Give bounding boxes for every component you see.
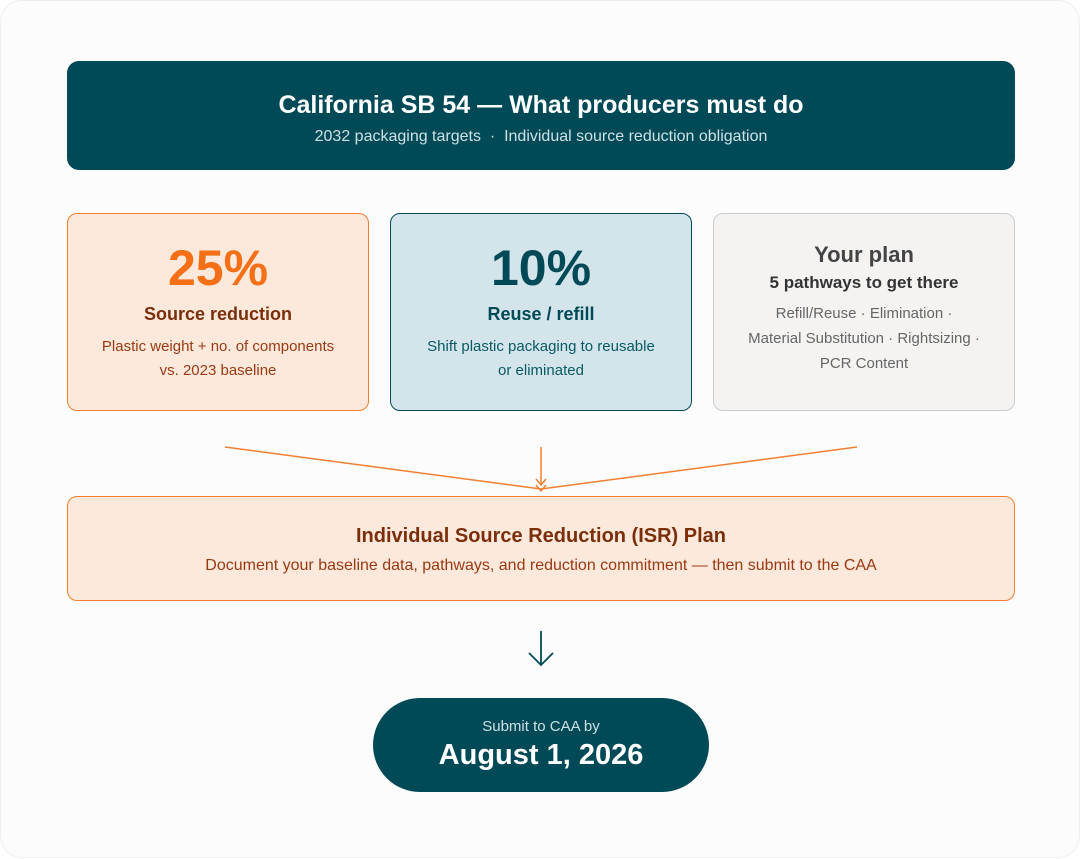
plan-text: Document your baseline data, pathways, a…	[205, 557, 877, 574]
card-label: 5 pathways to get there	[769, 273, 959, 292]
card-text: vs. 2023 baseline	[159, 362, 277, 379]
figure: 10%	[490, 240, 592, 296]
card: 10% Reuse / refill Shift plastic packagi…	[390, 213, 692, 411]
card-text: Shift plastic packaging to reusable	[427, 338, 655, 355]
card-text: PCR Content	[819, 355, 909, 372]
card-text: or eliminated	[498, 362, 584, 379]
subtitle: 2032 packaging targets · Individual sour…	[314, 128, 768, 145]
card-text: Plastic weight + no. of components	[101, 338, 335, 355]
card-label: Source reduction	[143, 304, 293, 324]
card-text: Refill/Reuse · Elimination ·	[775, 305, 953, 322]
card: 25% Source reduction Plastic weight + no…	[67, 213, 369, 411]
deadline: Submit to CAA by August 1, 2026	[373, 698, 709, 792]
figure: 25%	[167, 240, 269, 296]
header: California SB 54 — What producers must d…	[67, 61, 1015, 170]
card-text: Material Substitution · Rightsizing ·	[748, 330, 980, 347]
deadline-caption: Submit to CAA by	[482, 718, 600, 735]
title: California SB 54 — What producers must d…	[278, 91, 804, 119]
card: Your plan 5 pathways to get there Refill…	[713, 213, 1015, 411]
plan: Individual Source Reduction (ISR) Plan D…	[67, 496, 1015, 601]
figure: Your plan	[814, 242, 914, 267]
card-label: Reuse / refill	[487, 304, 595, 324]
deadline-date: August 1, 2026	[438, 739, 644, 771]
plan-title: Individual Source Reduction (ISR) Plan	[355, 525, 727, 547]
